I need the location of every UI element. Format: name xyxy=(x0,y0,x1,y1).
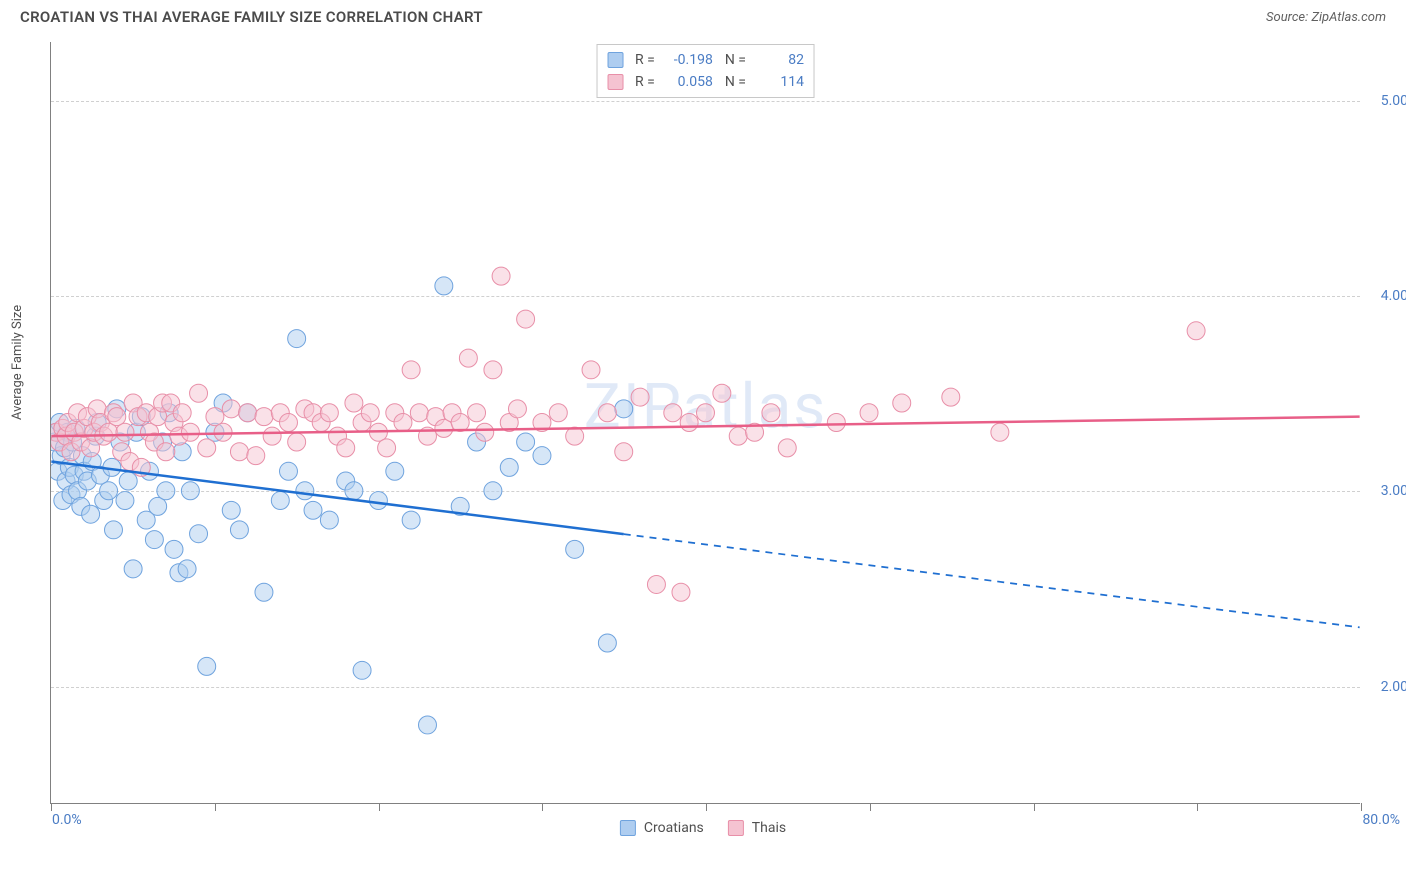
x-axis-max-label: 80.0% xyxy=(1362,812,1400,828)
chart-title: CROATIAN VS THAI AVERAGE FAMILY SIZE COR… xyxy=(20,8,483,26)
source-attribution: Source: ZipAtlas.com xyxy=(1266,10,1386,25)
legend-item-thais: Thais xyxy=(728,820,786,836)
legend-item-croatians: Croatians xyxy=(620,820,704,836)
legend-row-croatians: R = -0.198 N = 82 xyxy=(607,49,804,71)
scatter-plot-svg xyxy=(51,42,1360,803)
y-axis-label: Average Family Size xyxy=(10,305,25,420)
legend-row-thais: R = 0.058 N = 114 xyxy=(607,71,804,93)
swatch-croatians xyxy=(607,52,623,68)
swatch-thais-icon xyxy=(728,820,744,836)
x-axis-min-label: 0.0% xyxy=(52,812,82,828)
swatch-croatians-icon xyxy=(620,820,636,836)
correlation-legend: R = -0.198 N = 82 R = 0.058 N = 114 xyxy=(596,44,815,98)
series-legend: Croatians Thais xyxy=(620,820,786,836)
swatch-thais xyxy=(607,74,623,90)
chart-plot-area: ZIPatlas R = -0.198 N = 82 R = 0.058 N =… xyxy=(50,42,1360,804)
